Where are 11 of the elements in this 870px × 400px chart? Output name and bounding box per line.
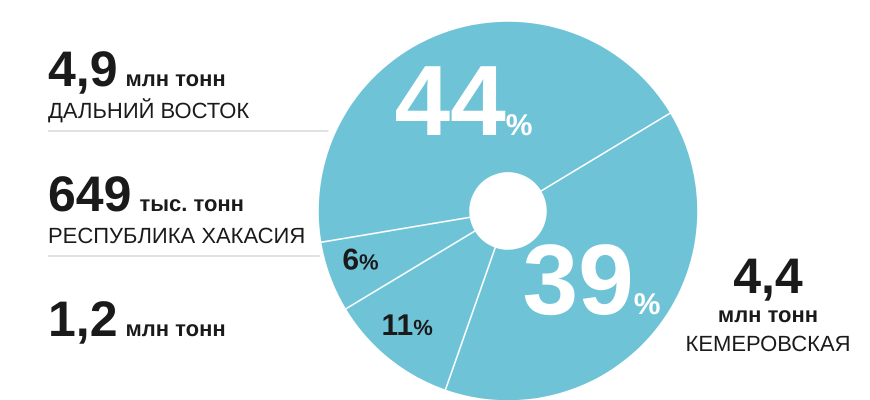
slice-label: КЕМЕРОВСКАЯ: [686, 331, 850, 356]
text: 4,9 млн тонн: [48, 41, 226, 97]
text: 4,4 млн тонн: [718, 248, 818, 327]
text: 1,2 млн тонн: [48, 291, 226, 347]
slice-label: РЕСПУБЛИКА ХАКАСИЯ: [48, 223, 306, 248]
data-label: 11%: [381, 308, 433, 342]
data-label: 6%: [342, 244, 379, 277]
slice-label: ДАЛЬНИЙ ВОСТОК: [48, 98, 250, 123]
data-label: 39%: [522, 224, 660, 336]
text: 649 тыс. тонн: [48, 166, 244, 222]
data-label: 44%: [394, 45, 532, 158]
